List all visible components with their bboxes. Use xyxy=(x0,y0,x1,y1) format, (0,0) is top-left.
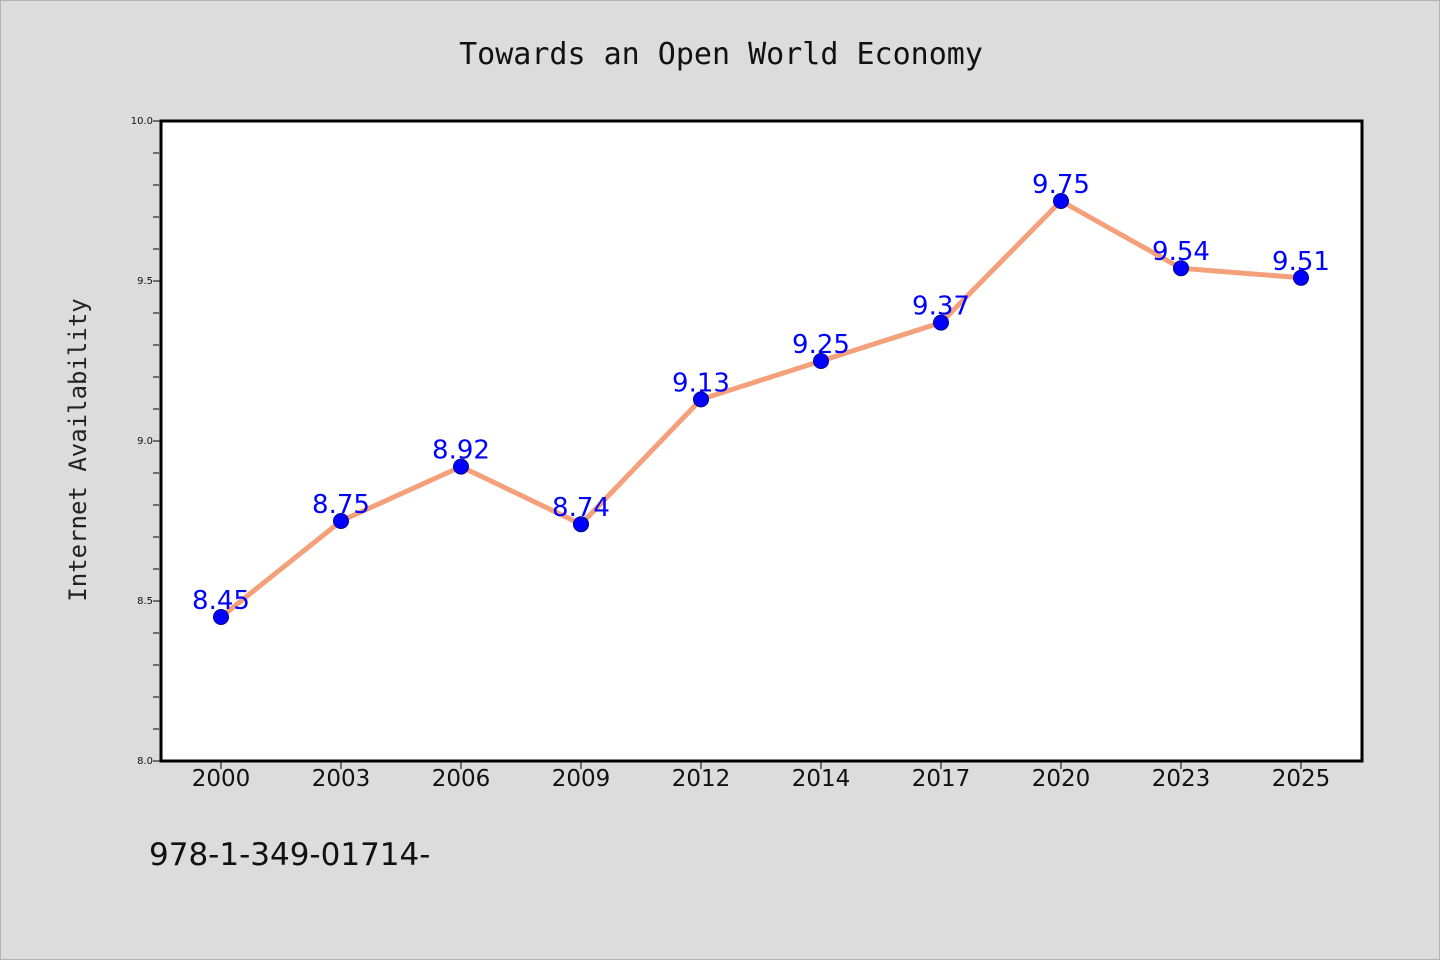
data-point xyxy=(933,314,949,331)
x-tick-label: 2017 xyxy=(912,766,971,792)
x-tick-label: 2020 xyxy=(1032,766,1091,792)
data-point xyxy=(813,353,829,369)
data-series xyxy=(213,193,1309,625)
data-point xyxy=(573,516,589,533)
data-point xyxy=(1173,260,1189,277)
data-label: 9.54 xyxy=(1152,237,1210,267)
y-tick-label: 9.5 xyxy=(137,276,153,287)
footer-text: 978-1-349-01714- xyxy=(149,837,430,873)
data-label: 8.74 xyxy=(552,493,610,523)
x-tick-label: 2009 xyxy=(552,766,611,792)
data-point xyxy=(693,391,709,408)
data-point xyxy=(333,513,349,529)
data-point xyxy=(1293,269,1309,286)
data-point xyxy=(453,458,469,475)
data-label: 9.13 xyxy=(672,368,730,398)
data-point xyxy=(213,609,229,625)
x-tick-label: 2012 xyxy=(672,766,731,792)
x-tick-label: 2023 xyxy=(1152,766,1211,792)
data-label: 9.37 xyxy=(912,292,970,322)
data-label: 8.45 xyxy=(192,586,250,616)
chart-title: Towards an Open World Economy xyxy=(459,37,983,72)
y-tick-label: 8.0 xyxy=(137,756,153,767)
data-labels: 8.45 8.75 8.92 8.74 9.13 9.25 9.37 9.75 9.54 9.51 xyxy=(192,170,1330,616)
x-tick-label: 2006 xyxy=(432,766,491,792)
axis-ticks: 8.0 8.5 9.0 9.5 10.0 2000 2003 2006 2009 2012 2014… xyxy=(131,116,1331,792)
data-label: 9.51 xyxy=(1272,247,1330,277)
x-tick-label: 2003 xyxy=(312,766,371,792)
data-label: 9.75 xyxy=(1032,170,1090,200)
x-tick-label: 2000 xyxy=(192,766,251,792)
x-tick-label: 2025 xyxy=(1272,766,1331,792)
plot-frame xyxy=(159,119,1364,763)
y-tick-label: 9.0 xyxy=(137,436,153,447)
data-label: 9.25 xyxy=(792,330,850,360)
y-tick-label: 8.5 xyxy=(137,596,153,607)
data-point xyxy=(1053,193,1069,209)
series-line xyxy=(218,198,1304,620)
data-label: 8.75 xyxy=(312,490,370,520)
y-axis-label: Internet Availability xyxy=(64,298,92,601)
y-tick-label: 10.0 xyxy=(131,116,153,127)
plot-area xyxy=(161,121,1362,761)
data-label: 8.92 xyxy=(432,436,490,466)
x-tick-label: 2014 xyxy=(792,766,851,792)
